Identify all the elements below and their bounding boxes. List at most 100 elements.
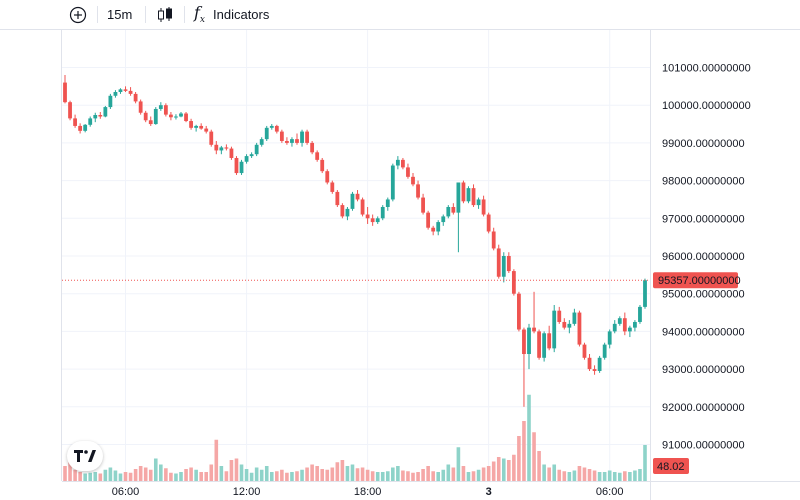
- price-axis[interactable]: 101000.00000000 100000.00000000 99000.0000…: [662, 63, 751, 452]
- candle: [421, 193, 425, 215]
- plus-circle-icon: [69, 6, 87, 23]
- volume-bar: [330, 467, 335, 481]
- plus-circle-icon[interactable]: [67, 0, 89, 29]
- candle: [285, 137, 289, 145]
- candle-body: [562, 321, 567, 328]
- last-price-label: 95357.00000000: [658, 275, 741, 287]
- price-tick-label: 98000.00000000: [662, 176, 745, 188]
- candle-body: [643, 280, 647, 307]
- candle-body: [103, 107, 108, 117]
- candle-body: [128, 90, 133, 94]
- candle: [229, 146, 234, 160]
- time-tick-label: 12:00: [233, 486, 261, 498]
- candle-body: [108, 95, 113, 108]
- candle-body: [63, 82, 67, 103]
- volume-bar: [577, 466, 582, 481]
- candle: [138, 99, 143, 115]
- candle: [547, 325, 552, 351]
- candle: [562, 318, 567, 330]
- candle: [300, 129, 304, 147]
- candle: [310, 141, 315, 155]
- candle: [214, 141, 219, 155]
- candle-body: [617, 318, 622, 324]
- candle: [406, 163, 410, 179]
- volume-bars: [63, 394, 647, 481]
- candle-body: [461, 182, 466, 202]
- volume-bar: [365, 469, 370, 481]
- candle: [481, 195, 486, 217]
- volume-bar: [542, 464, 546, 481]
- candle: [607, 329, 612, 349]
- price-tick-label: 101000.00000000: [662, 63, 751, 75]
- candle: [345, 206, 350, 221]
- volume-bar: [547, 467, 551, 481]
- candle-body: [481, 199, 486, 215]
- time-axis[interactable]: 06:00 12:00 18:00 3 06:00: [112, 486, 624, 498]
- candle-body: [532, 327, 536, 332]
- volume-bar: [496, 457, 501, 481]
- volume-bar: [512, 454, 516, 481]
- candle-body: [279, 131, 284, 142]
- candle-body: [567, 323, 572, 328]
- candle: [532, 291, 536, 334]
- candle: [597, 355, 602, 373]
- volume-bar: [254, 467, 259, 481]
- volume-bar: [78, 472, 82, 481]
- candle: [355, 190, 360, 202]
- indicators-label: Indicators: [213, 7, 270, 22]
- candle: [209, 129, 214, 147]
- volume-bar: [83, 473, 87, 481]
- candle-body: [527, 327, 531, 355]
- candle: [108, 93, 113, 109]
- candle: [517, 291, 521, 332]
- candle: [602, 342, 607, 360]
- volume-bar: [234, 458, 239, 481]
- candle-body: [633, 321, 637, 328]
- tradingview-logo-icon: [74, 450, 96, 462]
- candle: [63, 75, 67, 104]
- volume-bar: [562, 471, 567, 481]
- candle: [491, 227, 496, 251]
- volume-bar: [249, 472, 254, 481]
- volume-bar: [396, 466, 400, 481]
- volume-bar: [426, 466, 430, 481]
- candle-body: [421, 197, 425, 213]
- candle: [496, 244, 501, 279]
- volume-bar: [295, 471, 299, 481]
- volume-bar: [118, 473, 123, 481]
- chart-type-button[interactable]: [155, 0, 175, 29]
- candle-body: [501, 256, 506, 277]
- candle-body: [622, 318, 627, 332]
- candle: [552, 305, 557, 353]
- volume-bar: [285, 472, 289, 481]
- candle: [163, 103, 168, 117]
- candle-body: [83, 124, 88, 131]
- indicators-button[interactable]: fx Indicators: [194, 0, 274, 29]
- volume-bar: [189, 467, 193, 481]
- volume-bar: [597, 472, 602, 481]
- candle: [401, 157, 405, 170]
- price-tick-label: 91000.00000000: [662, 440, 745, 452]
- candle-body: [68, 102, 72, 119]
- interval-button[interactable]: 15m: [107, 0, 137, 29]
- candle: [643, 278, 647, 309]
- candle: [360, 197, 365, 217]
- candle-body: [401, 159, 405, 168]
- candle: [274, 124, 279, 134]
- candle: [537, 329, 541, 360]
- volume-bar: [63, 466, 67, 481]
- candle-body: [597, 357, 602, 371]
- candle-body: [229, 148, 234, 158]
- price-tick-label: 100000.00000000: [662, 100, 751, 112]
- candle: [466, 186, 471, 204]
- candle: [365, 206, 370, 224]
- candle-body: [315, 152, 320, 160]
- price-chart[interactable]: 101000.00000000 100000.00000000 99000.0000…: [0, 30, 800, 500]
- tradingview-logo[interactable]: [67, 441, 103, 471]
- volume-bar: [229, 460, 234, 481]
- volume-bar: [239, 464, 244, 481]
- candle: [128, 87, 133, 96]
- candle: [184, 111, 188, 123]
- candle-body: [557, 310, 562, 322]
- candle-body: [305, 131, 309, 143]
